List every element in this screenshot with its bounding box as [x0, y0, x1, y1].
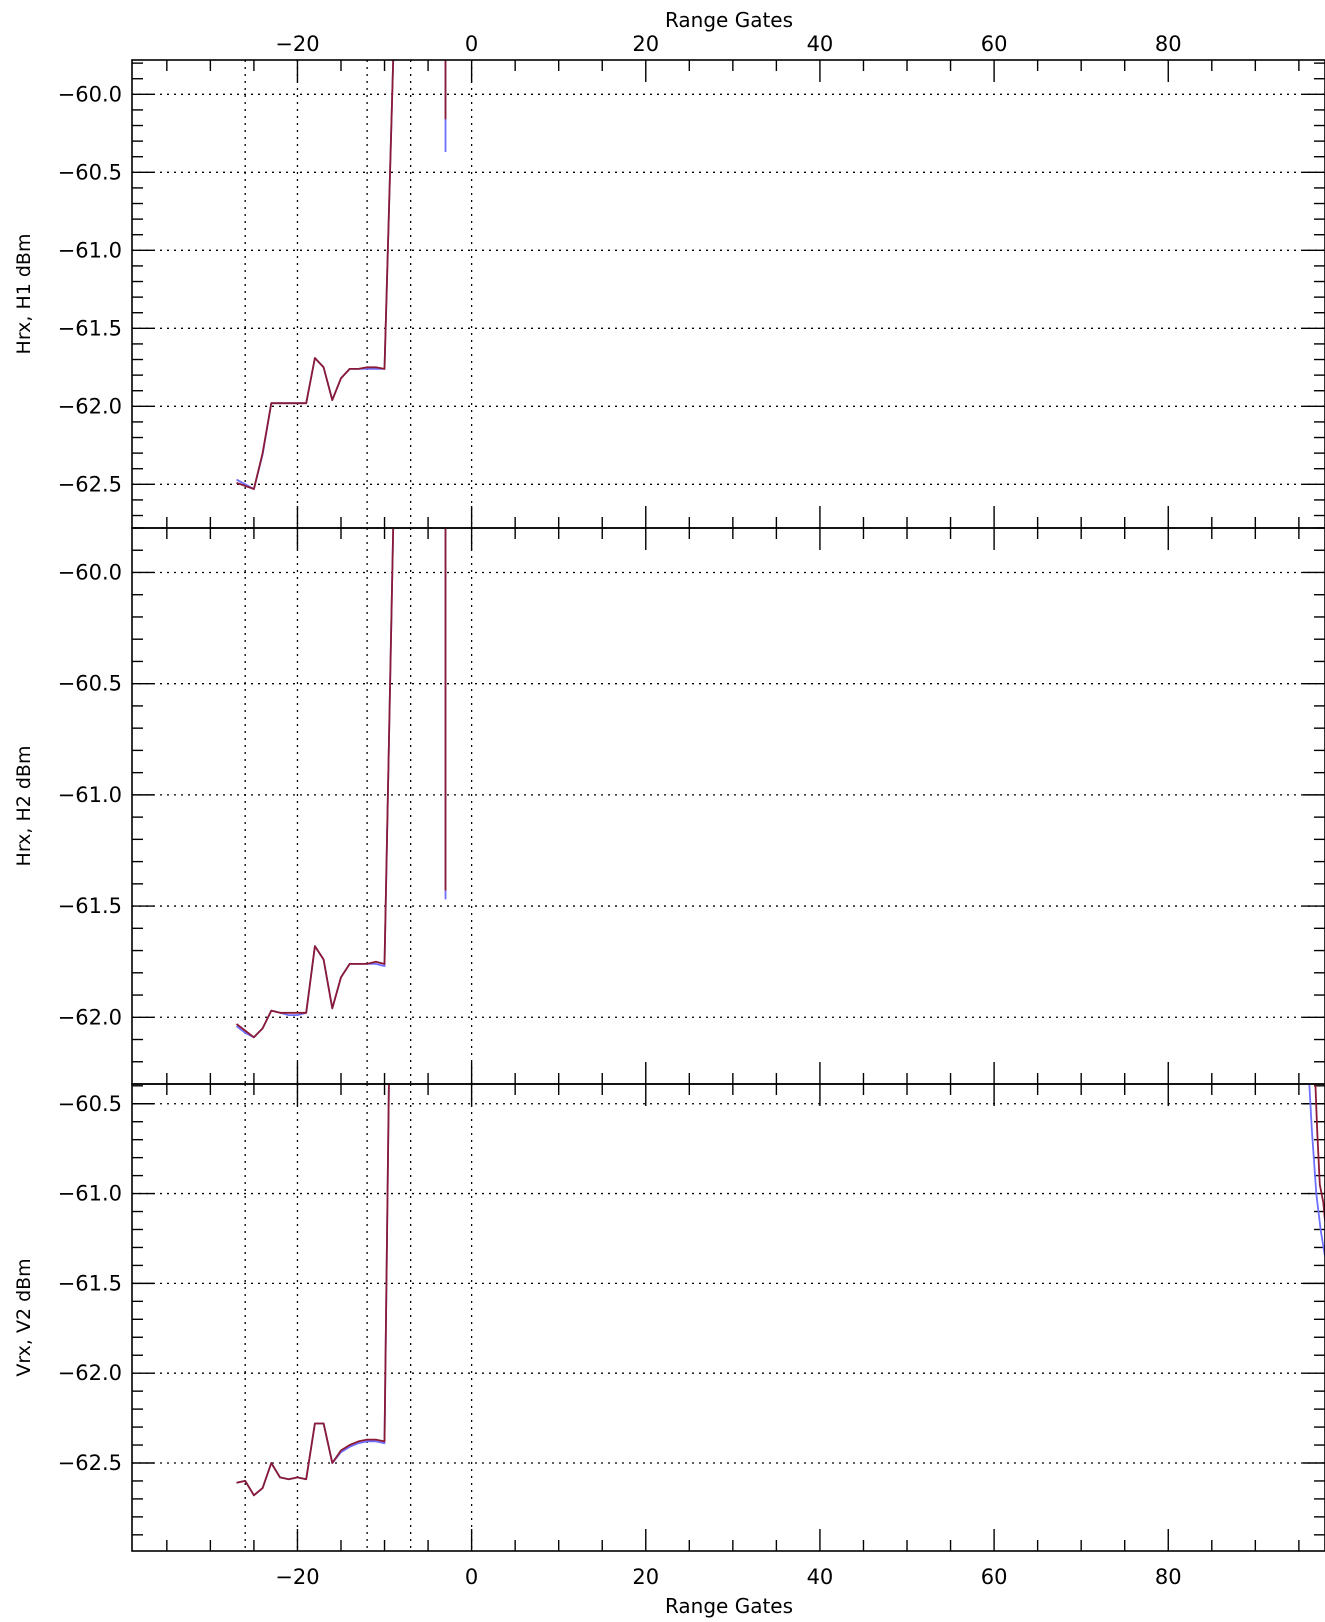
- y-tick-label: −60.5: [58, 1092, 122, 1116]
- panel-1: −60.0 −60.5 −61.0 −61.5 −62.0 −62.5 Hrx, H1 dB…: [13, 59, 1325, 529]
- x-tick-label-bottom: 0: [465, 1565, 478, 1589]
- x-tick-label-bottom: 40: [807, 1565, 834, 1589]
- y-tick-label: −62.5: [58, 472, 122, 496]
- y-tick-label: −62.5: [58, 1451, 122, 1475]
- x-tick-label-top: 0: [465, 32, 478, 56]
- series-group: [235, 528, 447, 1039]
- panel-frame: [131, 1083, 1325, 1552]
- series-line: [235, 528, 395, 1039]
- panel-frame: [131, 59, 1325, 529]
- x-tick-label-top: 40: [807, 32, 834, 56]
- x-axis-label-top: Range Gates: [665, 8, 793, 32]
- panel-frame: [131, 527, 1325, 1085]
- series-line: [235, 528, 395, 1039]
- panel-2: −60.0 −60.5 −61.0 −61.5 −62.0 Hrx, H2 dBm: [13, 527, 1325, 1085]
- y-tick-label: −61.5: [58, 1271, 122, 1295]
- y-tick-label: −61.5: [58, 894, 122, 918]
- y-axis-label: Hrx, H2 dBm: [13, 746, 35, 867]
- y-tick-label: −62.0: [58, 1005, 122, 1029]
- y-tick-label: −60.0: [58, 82, 122, 106]
- y-tick-label: −60.5: [58, 672, 122, 696]
- panel-3: −60.5 −61.0 −61.5 −62.0 −62.5 Vrx, V2 dBm: [13, 1083, 1325, 1552]
- x-tick-label-bottom: 20: [632, 1565, 659, 1589]
- series-line: [1308, 1084, 1325, 1257]
- y-tick-label: −61.0: [58, 1182, 122, 1206]
- y-tick-label: −61.0: [58, 783, 122, 807]
- y-tick-label: −60.0: [58, 560, 122, 584]
- x-tick-label-bottom: −20: [275, 1565, 319, 1589]
- series-line: [1314, 1084, 1325, 1221]
- x-tick-label-bottom: 60: [981, 1565, 1008, 1589]
- x-tick-label-top: 60: [981, 32, 1008, 56]
- y-tick-label: −60.5: [58, 160, 122, 184]
- series-line: [236, 1084, 390, 1497]
- series-group: [236, 1084, 1325, 1497]
- series-line: [236, 60, 395, 490]
- y-tick-label: −61.5: [58, 316, 122, 340]
- x-axis-label-bottom: Range Gates: [665, 1594, 793, 1618]
- series-group: [236, 60, 447, 490]
- x-tick-label-top: 20: [632, 32, 659, 56]
- x-tick-label-top: −20: [275, 32, 319, 56]
- y-tick-label: −61.0: [58, 238, 122, 262]
- y-axis-label: Hrx, H1 dBm: [13, 234, 35, 355]
- x-tick-label-bottom: 80: [1155, 1565, 1182, 1589]
- x-tick-label-top: 80: [1155, 32, 1182, 56]
- y-tick-label: −62.0: [58, 1361, 122, 1385]
- series-line: [236, 60, 395, 490]
- y-axis-label: Vrx, V2 dBm: [13, 1258, 35, 1376]
- y-tick-label: −62.0: [58, 394, 122, 418]
